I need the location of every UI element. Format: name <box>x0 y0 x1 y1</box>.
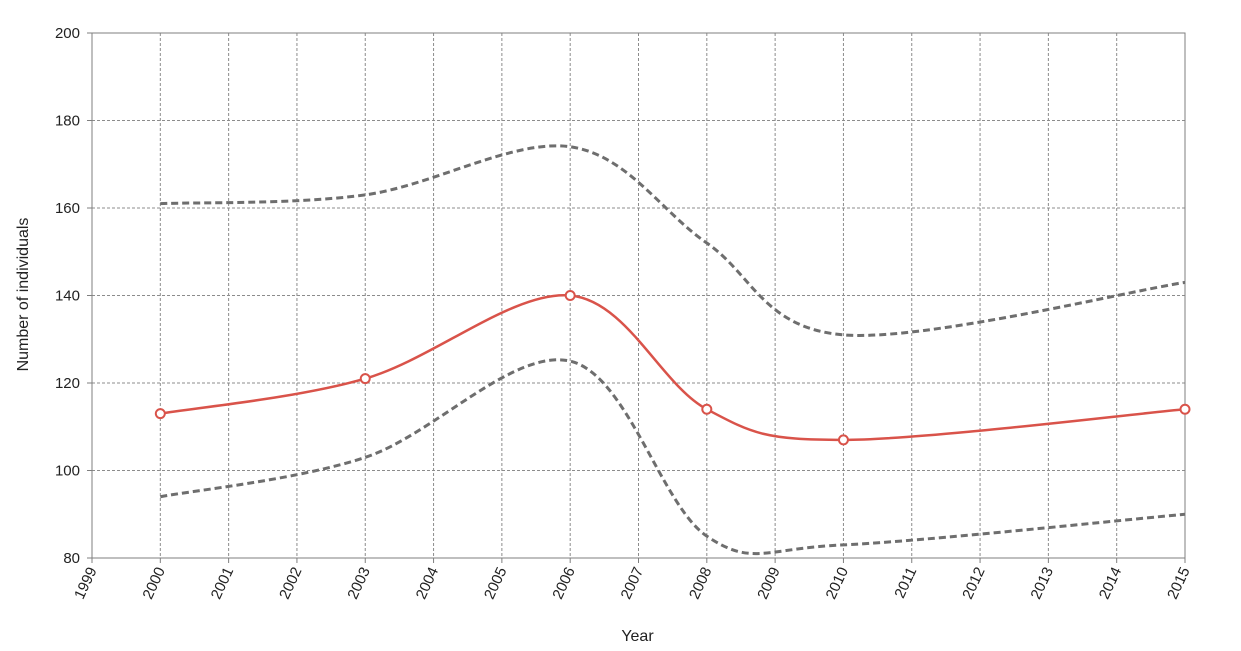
x-tick-label: 2012 <box>959 565 989 602</box>
x-tick-label: 2006 <box>549 565 579 602</box>
x-tick-label: 2009 <box>754 565 784 602</box>
x-axis-ticks: 1999 2000 2001 2002 2003 2004 2005 2006 2007 2008… <box>71 558 1194 602</box>
y-tick-label: 80 <box>63 550 80 567</box>
y-tick-label: 180 <box>55 113 80 130</box>
x-tick-label: 2001 <box>208 565 238 602</box>
x-tick-label: 2010 <box>823 565 853 602</box>
x-tick-label: 2005 <box>481 565 511 602</box>
x-tick-label: 2011 <box>891 565 920 601</box>
x-tick-label: 2007 <box>618 565 648 602</box>
x-tick-label: 2002 <box>276 565 306 602</box>
x-tick-label: 2003 <box>344 565 374 602</box>
data-point-marker <box>359 373 371 385</box>
x-axis-title: Year <box>621 628 654 645</box>
x-tick-label: 1999 <box>71 565 101 602</box>
x-tick-label: 2014 <box>1096 565 1126 602</box>
x-tick-label: 2015 <box>1164 565 1194 602</box>
y-axis-ticks: 80 100 120 140 160 180 200 <box>55 25 92 567</box>
gridlines <box>91 32 1186 559</box>
series-line-upper-bound <box>160 144 1186 337</box>
series-line-estimate <box>160 294 1186 442</box>
x-tick-label: 2000 <box>139 565 169 602</box>
data-point-marker <box>1179 403 1191 415</box>
data-point-marker <box>154 408 166 420</box>
series-group <box>154 144 1191 556</box>
data-point-marker <box>564 290 576 301</box>
y-tick-label: 140 <box>55 288 80 305</box>
y-tick-label: 200 <box>55 25 80 42</box>
y-tick-label: 100 <box>55 463 80 480</box>
data-point-marker <box>837 434 849 446</box>
x-tick-label: 2008 <box>686 565 716 602</box>
x-tick-label: 2013 <box>1027 565 1057 602</box>
y-tick-label: 160 <box>55 200 80 217</box>
series-line-lower-bound <box>160 358 1186 556</box>
y-axis-title: Number of individuals <box>15 218 32 372</box>
x-tick-label: 2004 <box>413 565 443 602</box>
data-point-marker <box>701 403 713 415</box>
y-tick-label: 120 <box>55 375 80 392</box>
